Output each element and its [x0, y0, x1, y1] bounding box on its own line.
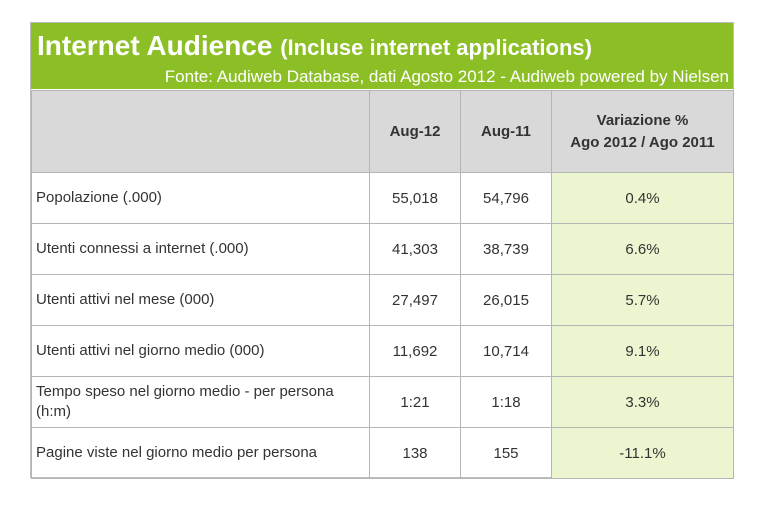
header-variation-line1: Variazione %	[596, 111, 689, 129]
source-note: Fonte: Audiweb Database, dati Agosto 201…	[164, 67, 729, 86]
title-subtitle: (Incluse internet applications)	[280, 35, 592, 60]
cell-aug11: 38,739	[460, 223, 552, 275]
table-row: Tempo speso nel giorno medio - per perso…	[31, 376, 734, 428]
row-label: Tempo speso nel giorno medio - per perso…	[31, 376, 370, 428]
cell-aug11: 26,015	[460, 274, 552, 326]
title-main: Internet Audience	[37, 30, 273, 61]
audience-table: Aug-12 Aug-11 Variazione % Ago 2012 / Ag…	[31, 90, 734, 479]
table-row: Utenti connessi a internet (.000) 41,303…	[31, 223, 734, 275]
cell-variation: 5.7%	[551, 274, 734, 326]
cell-variation: 3.3%	[551, 376, 734, 428]
audience-card: Internet Audience (Incluse internet appl…	[30, 22, 734, 479]
table-header-row: Aug-12 Aug-11 Variazione % Ago 2012 / Ag…	[31, 90, 734, 173]
cell-aug12: 27,497	[369, 274, 461, 326]
row-label: Utenti connessi a internet (.000)	[31, 223, 370, 275]
cell-aug12: 41,303	[369, 223, 461, 275]
cell-aug12: 138	[369, 427, 461, 479]
cell-aug12: 55,018	[369, 172, 461, 224]
table-row: Pagine viste nel giorno medio per person…	[31, 427, 734, 479]
header-variation: Variazione % Ago 2012 / Ago 2011	[551, 90, 734, 173]
cell-aug11: 10,714	[460, 325, 552, 377]
row-label: Utenti attivi nel giorno medio (000)	[31, 325, 370, 377]
row-label: Popolazione (.000)	[31, 172, 370, 224]
title-banner: Internet Audience (Incluse internet appl…	[31, 23, 733, 89]
page-title: Internet Audience (Incluse internet appl…	[37, 30, 592, 62]
header-aug12: Aug-12	[369, 90, 461, 173]
table-row: Utenti attivi nel mese (000) 27,497 26,0…	[31, 274, 734, 326]
header-aug11: Aug-11	[460, 90, 552, 173]
row-label: Pagine viste nel giorno medio per person…	[31, 427, 370, 479]
cell-variation: 0.4%	[551, 172, 734, 224]
cell-aug11: 1:18	[460, 376, 552, 428]
cell-aug12: 1:21	[369, 376, 461, 428]
cell-aug11: 54,796	[460, 172, 552, 224]
header-variation-line2: Ago 2012 / Ago 2011	[570, 133, 715, 151]
row-label: Utenti attivi nel mese (000)	[31, 274, 370, 326]
cell-variation: -11.1%	[551, 427, 734, 479]
table-row: Utenti attivi nel giorno medio (000) 11,…	[31, 325, 734, 377]
table-row: Popolazione (.000) 55,018 54,796 0.4%	[31, 172, 734, 224]
cell-variation: 9.1%	[551, 325, 734, 377]
cell-variation: 6.6%	[551, 223, 734, 275]
header-corner-cell	[31, 90, 370, 173]
cell-aug11: 155	[460, 427, 552, 479]
cell-aug12: 11,692	[369, 325, 461, 377]
